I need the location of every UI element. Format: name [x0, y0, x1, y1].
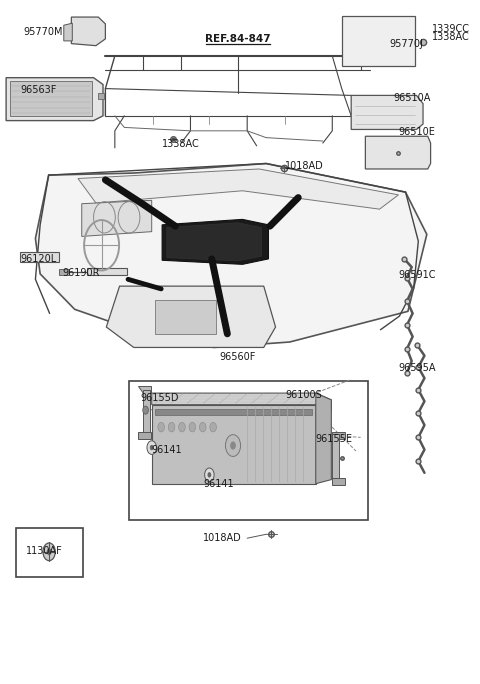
Polygon shape: [72, 17, 106, 46]
Polygon shape: [152, 393, 331, 412]
Text: 96591C: 96591C: [398, 270, 436, 280]
Text: 1018AD: 1018AD: [203, 534, 242, 543]
Circle shape: [200, 423, 206, 432]
Polygon shape: [6, 78, 103, 120]
Text: 96595A: 96595A: [398, 363, 436, 373]
Circle shape: [43, 543, 55, 561]
Polygon shape: [155, 409, 312, 415]
Polygon shape: [342, 16, 416, 66]
Polygon shape: [20, 252, 59, 261]
Polygon shape: [36, 163, 427, 347]
Text: 1018AD: 1018AD: [285, 161, 324, 171]
Circle shape: [158, 423, 165, 432]
Bar: [129, 381, 368, 521]
Polygon shape: [87, 268, 127, 275]
Circle shape: [189, 423, 196, 432]
Circle shape: [147, 440, 156, 454]
Polygon shape: [152, 405, 316, 484]
Circle shape: [143, 406, 148, 415]
Circle shape: [210, 423, 216, 432]
Polygon shape: [351, 95, 423, 129]
Polygon shape: [162, 220, 268, 264]
Polygon shape: [78, 169, 398, 209]
Text: 96141: 96141: [204, 479, 234, 488]
Text: 96190R: 96190R: [63, 267, 100, 278]
Text: 96155D: 96155D: [141, 393, 180, 403]
Circle shape: [150, 445, 154, 450]
Polygon shape: [332, 432, 345, 438]
Circle shape: [168, 423, 175, 432]
Text: 1338AC: 1338AC: [162, 140, 200, 149]
Polygon shape: [138, 432, 151, 438]
Polygon shape: [10, 81, 92, 116]
Text: 96155E: 96155E: [316, 434, 353, 444]
Text: 96560F: 96560F: [219, 352, 256, 362]
Circle shape: [226, 434, 240, 456]
Polygon shape: [59, 269, 70, 274]
Polygon shape: [365, 136, 431, 169]
Text: REF.84-847: REF.84-847: [205, 34, 271, 44]
Polygon shape: [167, 223, 262, 261]
Polygon shape: [107, 286, 276, 347]
Text: 95770J: 95770J: [389, 38, 423, 49]
Text: 96100S: 96100S: [285, 390, 322, 400]
Circle shape: [179, 423, 185, 432]
Circle shape: [47, 549, 51, 555]
Polygon shape: [316, 393, 331, 484]
Polygon shape: [143, 390, 150, 437]
Polygon shape: [64, 23, 72, 41]
Text: 96141: 96141: [152, 445, 182, 455]
Text: 96563F: 96563F: [20, 85, 57, 95]
Polygon shape: [332, 434, 339, 484]
Circle shape: [230, 441, 236, 449]
Polygon shape: [155, 300, 216, 334]
Polygon shape: [82, 200, 152, 237]
Text: 96120L: 96120L: [20, 254, 57, 264]
Text: 1130AF: 1130AF: [25, 546, 62, 556]
Circle shape: [207, 472, 211, 477]
Text: 96510A: 96510A: [394, 93, 431, 103]
Polygon shape: [98, 92, 105, 99]
Text: 1339CC: 1339CC: [432, 24, 469, 34]
Text: 95770M: 95770M: [24, 27, 63, 37]
Polygon shape: [332, 478, 345, 485]
Text: 1338AC: 1338AC: [432, 32, 469, 42]
Polygon shape: [138, 386, 151, 393]
Bar: [15, 528, 83, 577]
Text: 96510E: 96510E: [398, 127, 435, 137]
Circle shape: [204, 468, 214, 482]
